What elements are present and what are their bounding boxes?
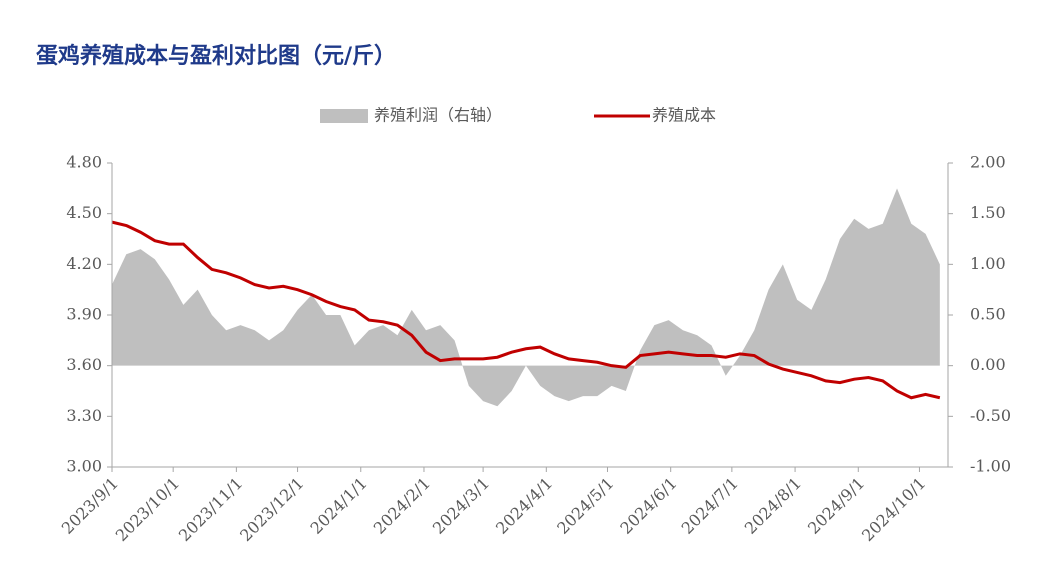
x-tick-label: 2024/6/1 [616,474,680,538]
y-tick-label: 3.30 [66,406,102,425]
x-tick-label: 2024/10/1 [858,474,929,545]
legend: 养殖利润（右轴） 养殖成本 [320,106,716,125]
cost-line [111,220,941,400]
x-tick-label: 2024/4/1 [492,474,556,538]
x-tick-label: 2023/10/1 [112,474,183,545]
y-tick-label: 3.60 [66,355,102,374]
y-tick-label: 3.00 [66,457,102,476]
x-tick-label: 2024/9/1 [804,474,868,538]
y-tick-label: 4.80 [66,153,102,172]
legend-swatch [320,109,368,123]
y2-tick-label: 1.00 [970,254,1006,273]
y-tick-label: 4.20 [66,254,102,273]
y2-tick-label: 0.00 [970,355,1006,374]
x-tick-label: 2024/7/1 [678,474,742,538]
legend-label: 养殖利润（右轴） [374,106,502,125]
x-tick-label: 2023/11/1 [175,474,246,545]
x-tick-label: 2024/8/1 [741,474,805,538]
y2-tick-label: -1.00 [970,457,1011,476]
chart-title: 蛋鸡养殖成本与盈利对比图（元/斤） [36,43,396,69]
y-tick-label: 3.90 [66,305,102,324]
y-tick-label: 4.50 [66,203,102,222]
profit-area [112,188,940,407]
y2-tick-label: -0.50 [970,406,1011,425]
x-tick-label: 2023/9/1 [58,474,122,538]
y2-tick-label: 0.50 [970,305,1006,324]
x-tick-label: 2024/5/1 [553,474,617,538]
x-tick-label: 2024/1/1 [307,474,371,538]
y2-tick-label: 1.50 [970,203,1006,222]
legend-label: 养殖成本 [652,106,716,125]
y2-tick-label: 2.00 [970,153,1006,172]
x-tick-label: 2024/3/1 [429,474,493,538]
x-tick-label: 2023/12/1 [236,474,307,545]
x-tick-label: 2024/2/1 [370,474,434,538]
